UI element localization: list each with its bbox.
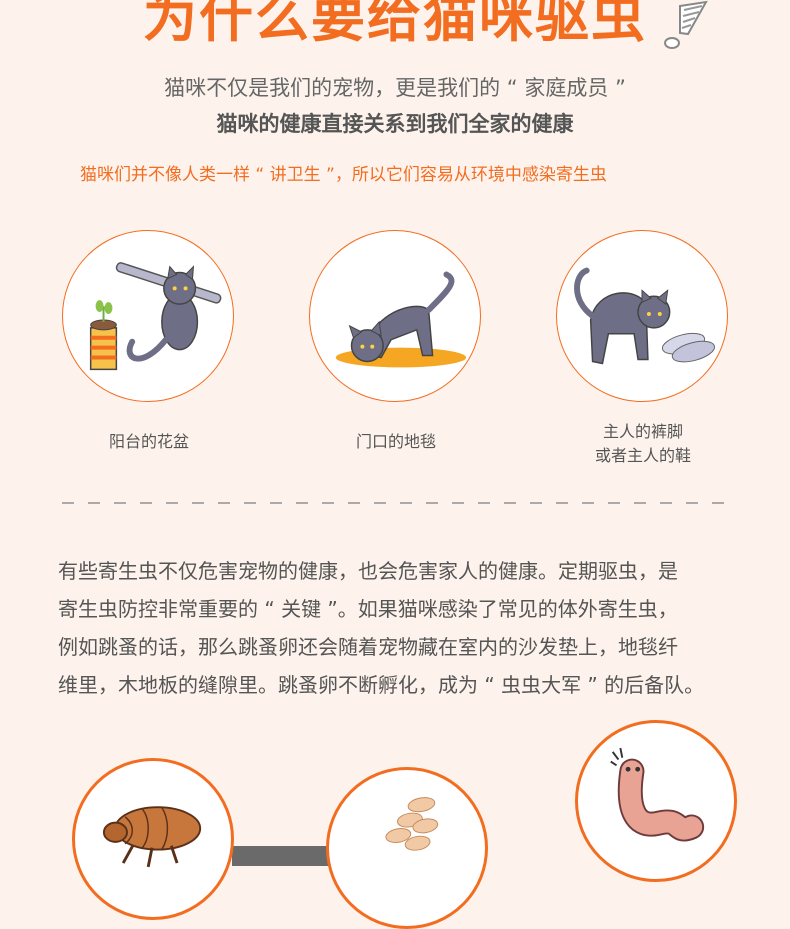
exclamation-mark-icon (658, 0, 714, 52)
flea-circle (72, 758, 234, 920)
cat-with-slippers-icon (574, 267, 716, 365)
flea-icon (102, 806, 202, 868)
flea-eggs-circle (326, 767, 488, 929)
place-circle-balcony (62, 230, 234, 402)
hygiene-note: 猫咪们并不像人类一样 “ 讲卫生 ”，所以它们容易从环境中感染寄生虫 (80, 165, 607, 185)
place-label-balcony: 阳台的花盆 (108, 432, 189, 451)
section-divider (62, 502, 738, 504)
place-label-doorway: 门口的地毯 (355, 432, 436, 451)
worm-circle (575, 720, 737, 882)
place-label-owner-shoes: 主人的裤脚 或者主人的鞋 (594, 422, 691, 465)
place-circle-doorway (309, 230, 481, 402)
cat-on-rug-icon (335, 271, 467, 368)
subtitle-family-member: 猫咪不仅是我们的宠物，更是我们的 “ 家庭成员 ” (164, 76, 626, 100)
parasite-paragraph: 有些寄生虫不仅危害宠物的健康，也会危害家人的健康。定期驱虫，是 寄生虫防控非常重… (58, 559, 705, 697)
floor-strip (232, 846, 330, 866)
place-circle-owner-shoes (556, 230, 728, 402)
flea-eggs-icon (385, 797, 439, 851)
subtitle-family-health: 猫咪的健康直接关系到我们全家的健康 (216, 112, 574, 136)
worm-icon (610, 747, 705, 842)
cat-on-flowerpot-icon (89, 262, 222, 371)
page-title: 为什么要给猫咪驱虫 (143, 0, 647, 49)
